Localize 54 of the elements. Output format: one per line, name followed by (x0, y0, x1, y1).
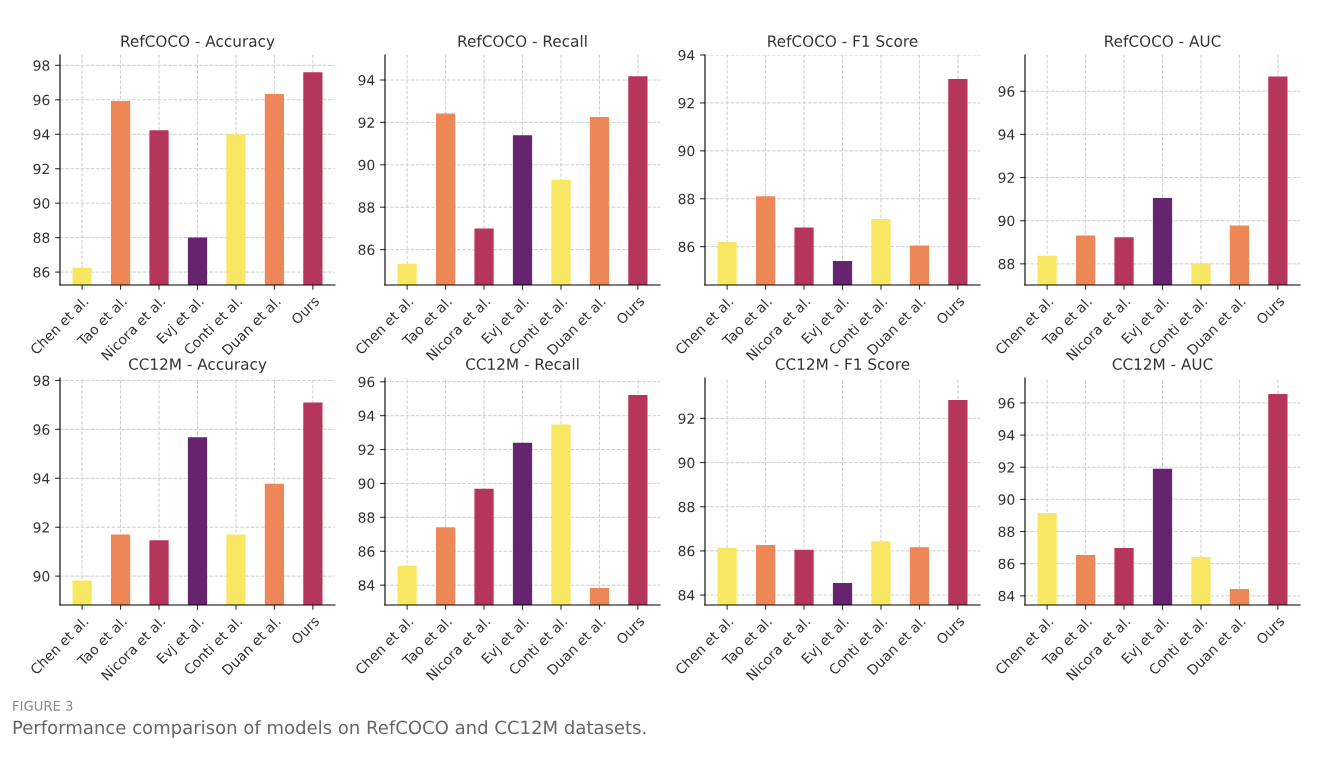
y-tick-label: 90 (358, 478, 375, 489)
y-tick-label: 96 (33, 424, 50, 435)
y-tick-label: 98 (33, 375, 50, 386)
y-tick-label: 96 (358, 376, 375, 388)
y-tick-label: 92 (33, 163, 49, 175)
chart-title: RefCOCO - F1 Score (768, 35, 918, 47)
y-tick-label: 92 (678, 97, 694, 109)
caption: FIGURE 3 (13, 700, 73, 711)
y-tick-label: 88 (678, 193, 695, 205)
y-tick-label: 90 (358, 159, 375, 171)
text: Performance comparison of models on RefCOCO and CC12M datasets. (13, 720, 646, 738)
chart-title: CC12M - AUC (1112, 358, 1213, 370)
y-tick-label: 90 (33, 198, 50, 209)
chart-title: RefCOCO - Recall (458, 35, 587, 47)
y-tick-label: 90 (998, 215, 1015, 227)
y-tick-label: 92 (33, 522, 49, 533)
y-tick-label: 86 (358, 244, 375, 256)
y-tick-label: 96 (998, 397, 1015, 409)
y-tick-label: 94 (33, 473, 50, 484)
y-tick-label: 90 (998, 494, 1015, 505)
y-tick-label: 88 (998, 526, 1015, 537)
y-tick-label: 88 (998, 258, 1015, 270)
y-tick-label: 94 (33, 129, 50, 140)
y-tick-label: 90 (678, 145, 695, 157)
y-tick-label: 88 (33, 232, 50, 244)
y-tick-label: 84 (358, 580, 375, 591)
y-tick-label: 96 (33, 94, 50, 106)
y-tick-label: 86 (678, 241, 695, 253)
y-tick-label: 94 (678, 49, 695, 61)
chart-title: RefCOCO - Accuracy (121, 35, 275, 50)
y-tick-label: 94 (358, 74, 375, 86)
y-tick-label: 90 (678, 457, 695, 469)
chart-title: RefCOCO - AUC (1105, 35, 1221, 47)
y-tick-label: 86 (998, 558, 1015, 570)
y-tick-label: 86 (678, 545, 695, 557)
y-tick-label: 94 (998, 129, 1015, 140)
y-tick-label: 94 (358, 410, 375, 422)
y-tick-label: 92 (998, 462, 1014, 473)
y-tick-label: 92 (998, 172, 1014, 184)
y-tick-label: 92 (358, 117, 374, 128)
y-tick-label: 84 (678, 590, 695, 601)
y-tick-label: 86 (358, 546, 375, 557)
y-tick-label: 92 (358, 444, 374, 456)
y-tick-label: 94 (998, 430, 1015, 441)
y-tick-label: 86 (33, 267, 50, 278)
y-tick-label: 84 (998, 590, 1015, 602)
y-tick-label: 96 (998, 86, 1015, 97)
y-tick-label: 88 (358, 202, 375, 213)
y-tick-label: 90 (33, 571, 50, 582)
y-tick-label: 88 (678, 501, 695, 513)
y-tick-label: 88 (358, 512, 375, 523)
y-tick-label: 98 (33, 60, 50, 71)
y-tick-label: 92 (678, 413, 694, 424)
chart-title: CC12M - Recall (465, 358, 579, 370)
